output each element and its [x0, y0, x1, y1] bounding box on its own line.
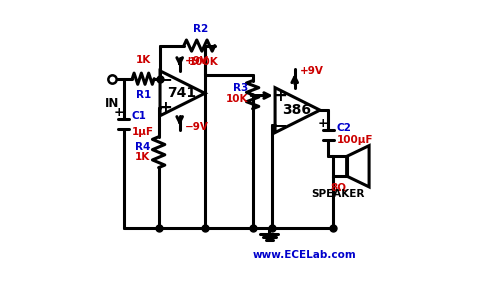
Text: +: + [113, 106, 124, 120]
Text: R3: R3 [233, 83, 249, 93]
Text: −9V: −9V [185, 122, 209, 132]
Text: R1: R1 [135, 90, 151, 100]
Text: 741: 741 [168, 86, 196, 100]
Text: 1K: 1K [135, 55, 151, 65]
Text: −: − [158, 70, 172, 88]
Text: www.ECELab.com: www.ECELab.com [252, 250, 357, 260]
Text: SPEAKER: SPEAKER [312, 189, 365, 199]
Text: 1μF: 1μF [132, 127, 154, 137]
Text: +9V: +9V [300, 66, 324, 76]
Text: 100μF: 100μF [337, 135, 373, 145]
Text: C2: C2 [337, 123, 352, 133]
Text: R4: R4 [135, 142, 150, 152]
Text: +: + [318, 117, 329, 130]
Bar [333, 157, 347, 176]
Text: R2: R2 [193, 24, 208, 34]
Text: 100K: 100K [189, 57, 218, 67]
Text: −: − [273, 116, 287, 134]
Text: C1: C1 [132, 111, 146, 121]
Text: 10K: 10K [226, 94, 249, 104]
Text: +9V: +9V [185, 56, 209, 66]
Text: 386: 386 [282, 103, 312, 117]
Text: IN: IN [105, 97, 119, 110]
Text: 1K: 1K [135, 152, 150, 162]
Text: +: + [273, 87, 287, 105]
Text: +: + [158, 99, 172, 117]
Text: 8Ω: 8Ω [330, 183, 346, 193]
